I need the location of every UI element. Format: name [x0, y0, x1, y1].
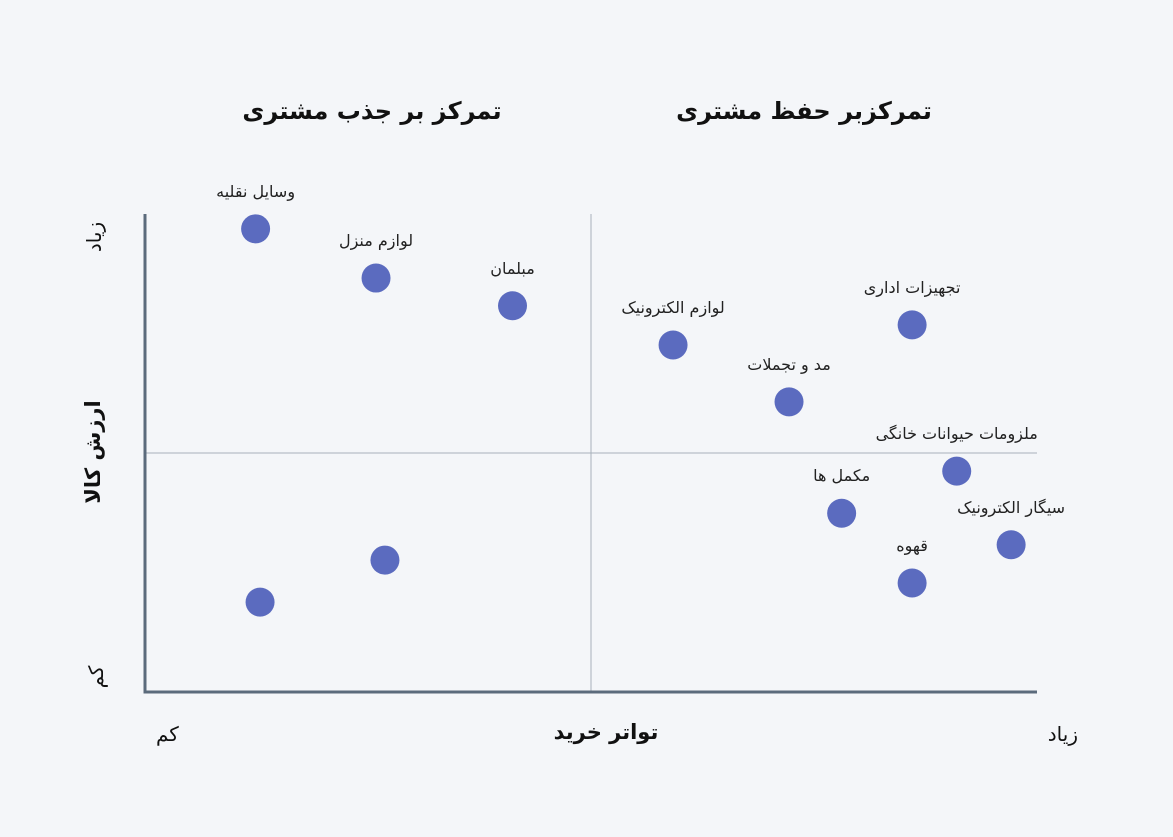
data-point — [498, 291, 528, 321]
y-axis-high-label: زیاد — [82, 222, 106, 252]
quadrant-left-title: تمرکز بر جذب مشتری — [242, 97, 501, 125]
data-point — [827, 498, 857, 528]
x-axis-low-label: کم — [156, 722, 179, 746]
data-point-label: مبلمان — [490, 259, 535, 278]
data-point — [774, 387, 804, 417]
data-point-label: ملزومات حیوانات خانگی — [876, 424, 1038, 444]
data-point-label: لوازم الکترونیک — [621, 298, 724, 318]
data-point — [897, 310, 927, 340]
y-axis-low-label: کم — [84, 665, 108, 688]
data-point — [245, 587, 275, 617]
quadrant-right-title: تمرکزبر حفظ مشتری — [676, 97, 932, 125]
data-point — [361, 263, 391, 293]
data-point-label: تجهیزات اداری — [864, 278, 961, 298]
data-point-label: وسایل نقلیه — [216, 182, 295, 202]
y-axis-title: ارزش کالا — [81, 400, 105, 503]
data-point — [996, 530, 1026, 560]
data-point-label: مکمل ها — [813, 466, 870, 485]
data-point-label: قهوه — [896, 536, 928, 556]
data-point-label: لوازم منزل — [339, 231, 413, 251]
data-point-label: مد و تجملات — [747, 355, 831, 375]
x-axis-high-label: زیاد — [1048, 722, 1078, 746]
data-point — [370, 545, 400, 575]
data-point — [658, 330, 688, 360]
data-point-label: سیگار الکترونیک — [957, 498, 1065, 518]
data-point — [942, 456, 972, 486]
x-axis-title: تواتر خرید — [554, 720, 659, 744]
data-point — [241, 214, 271, 244]
data-point — [897, 568, 927, 598]
